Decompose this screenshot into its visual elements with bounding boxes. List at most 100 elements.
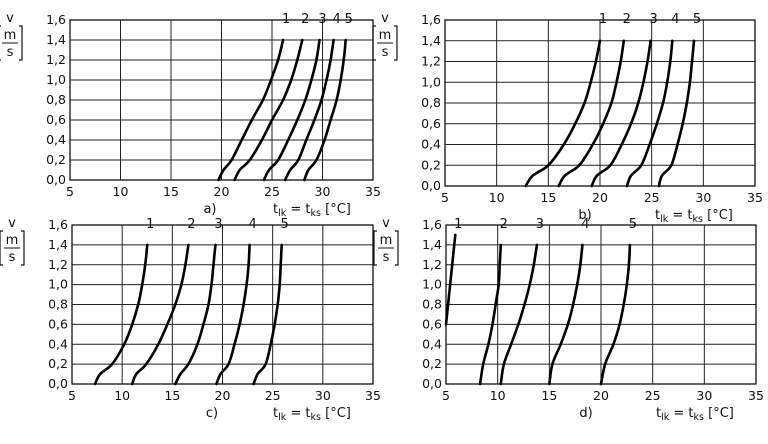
y-tick-label: 0,8	[422, 297, 442, 312]
curve-1	[444, 233, 457, 326]
curve-3	[262, 38, 321, 182]
y-tick-label: 0,4	[421, 137, 441, 152]
curve-label: 3	[318, 12, 326, 27]
y-tick-label: 0,6	[422, 316, 442, 331]
y-tick-label: 0,8	[46, 92, 66, 107]
x-tick-label: 20	[593, 388, 609, 403]
x-tick-label: 15	[540, 190, 556, 205]
x-axis-label: tlk = tks [°C]	[655, 208, 733, 225]
curve-5	[252, 243, 283, 386]
y-tick-label: 1,6	[422, 217, 442, 232]
curve-label: 4	[248, 217, 256, 232]
curve-label: 5	[281, 217, 289, 232]
y-tick-label: 1,0	[48, 277, 68, 292]
x-tick-label: 35	[365, 184, 381, 199]
curve-label: 4	[581, 217, 589, 232]
y-tick-label: 0,0	[421, 178, 441, 193]
y-axis-label: v	[381, 11, 389, 26]
y-axis-label: v	[8, 216, 16, 231]
y-tick-label: 0,2	[422, 356, 442, 371]
curve-3	[174, 243, 217, 386]
y-tick-label: 0,6	[48, 316, 68, 331]
curve-label: 3	[214, 217, 222, 232]
curve-5	[599, 243, 632, 386]
curve-label: 1	[282, 12, 290, 27]
curve-label: 3	[536, 217, 544, 232]
plot-frame	[444, 19, 756, 187]
x-tick-label: 20	[215, 388, 231, 403]
y-tick-label: 0,0	[48, 376, 68, 391]
y-tick-label: 1,2	[48, 257, 68, 272]
y-axis-label: v	[6, 11, 14, 26]
x-tick-label: 20	[214, 184, 230, 199]
x-tick-label: 15	[164, 388, 180, 403]
curve-label: 1	[599, 12, 607, 27]
y-tick-label: 1,4	[422, 237, 442, 252]
x-tick-label: 15	[163, 184, 179, 199]
curve-4	[625, 39, 674, 188]
curve-label: 2	[623, 12, 631, 27]
curve-label: 2	[187, 217, 195, 232]
x-tick-label: 10	[489, 190, 505, 205]
curve-1	[524, 39, 602, 188]
curve-4	[548, 243, 584, 386]
curve-label: 4	[332, 12, 340, 27]
y-unit-denominator: s	[383, 250, 390, 265]
x-tick-label: 5	[441, 190, 449, 205]
panel-a: 0,00,20,40,60,81,01,21,41,65 10 15 20 25 30 35…	[0, 11, 381, 219]
x-tick-label: 25	[264, 184, 280, 199]
curve-label: 2	[301, 12, 309, 27]
curve-label: 3	[649, 12, 657, 27]
y-tick-label: 0,6	[421, 116, 441, 131]
y-unit-numerator: m	[380, 233, 393, 248]
y-unit-bracket-left	[0, 25, 1, 61]
curve-3	[590, 39, 652, 188]
y-unit-denominator: s	[7, 45, 14, 60]
panel-c: 0,00,20,40,60,81,01,21,41,65 10 15 20 25 30 35…	[0, 216, 381, 423]
curve-4	[283, 38, 335, 182]
panel-d: 0,00,20,40,60,81,01,21,41,65 10 15 20 25 30 35…	[373, 216, 764, 423]
y-tick-label: 0,8	[48, 297, 68, 312]
x-tick-label: 5	[66, 184, 74, 199]
y-unit-bracket-left	[373, 230, 377, 266]
curve-5	[303, 38, 347, 182]
y-unit-bracket-right	[394, 25, 398, 61]
curve-2	[478, 243, 503, 386]
x-tick-label: 10	[490, 388, 506, 403]
y-tick-label: 1,6	[48, 217, 68, 232]
y-tick-label: 0,8	[421, 95, 441, 110]
curve-label: 1	[146, 217, 154, 232]
y-tick-label: 0,6	[46, 112, 66, 127]
y-tick-label: 1,0	[421, 74, 441, 89]
x-tick-label: 25	[645, 388, 661, 403]
x-tick-label: 25	[644, 190, 660, 205]
curve-label: 4	[671, 12, 679, 27]
x-tick-label: 5	[68, 388, 76, 403]
curve-1	[217, 38, 285, 182]
y-tick-label: 1,4	[46, 32, 66, 47]
x-axis-label: tlk = tks [°C]	[656, 406, 734, 423]
y-tick-label: 0,2	[48, 356, 68, 371]
y-unit-denominator: s	[9, 250, 16, 265]
x-axis-label: tlk = tks [°C]	[273, 406, 351, 423]
x-tick-label: 35	[747, 190, 763, 205]
y-tick-label: 0,4	[46, 132, 66, 147]
curve-label: 2	[500, 217, 508, 232]
curve-1	[93, 243, 149, 386]
y-unit-bracket-left	[372, 25, 376, 61]
curve-label: 5	[629, 217, 637, 232]
x-axis-label: tlk = tks [°C]	[273, 202, 351, 219]
panel-label: d)	[579, 406, 592, 421]
y-unit-bracket-right	[19, 25, 23, 61]
y-unit-bracket-right	[395, 230, 399, 266]
x-tick-label: 30	[315, 388, 331, 403]
x-tick-label: 35	[748, 388, 764, 403]
y-tick-label: 0,0	[422, 376, 442, 391]
plot-frame	[69, 19, 374, 181]
y-tick-label: 0,4	[48, 336, 68, 351]
y-tick-label: 1,0	[46, 72, 66, 87]
y-unit-numerator: m	[4, 28, 17, 43]
x-tick-label: 30	[695, 190, 711, 205]
panel-label: a)	[203, 202, 216, 217]
